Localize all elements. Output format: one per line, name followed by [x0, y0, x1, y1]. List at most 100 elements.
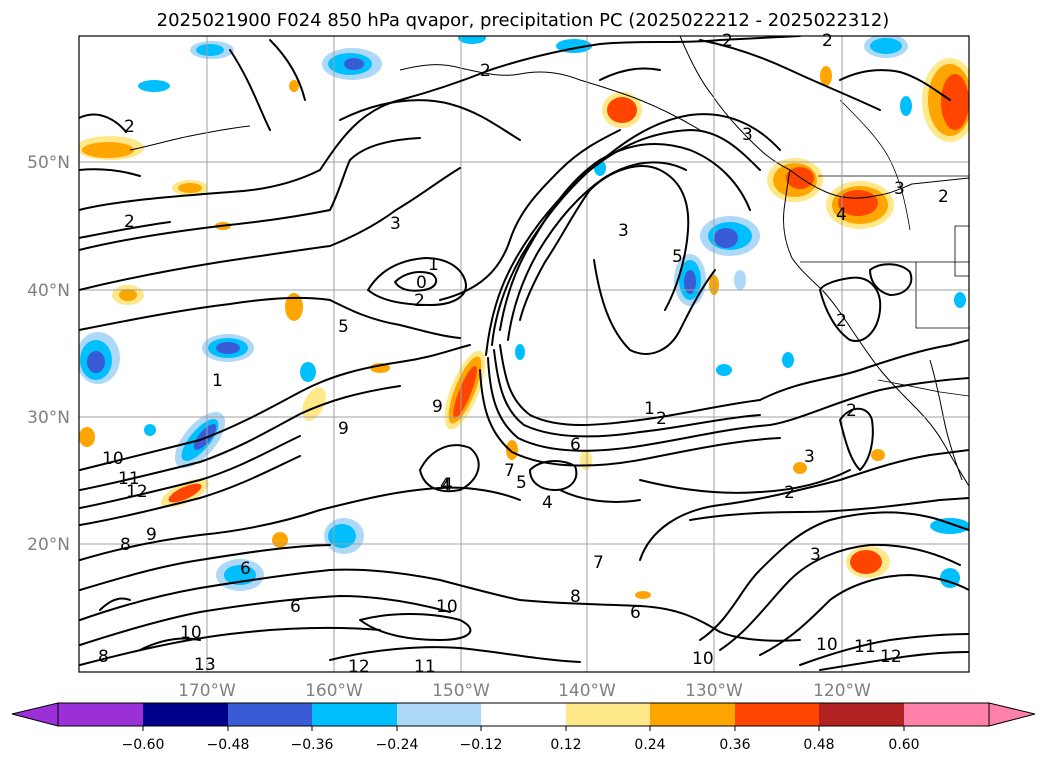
colorbar-segment — [228, 703, 312, 726]
contour-label: 4 — [542, 493, 553, 513]
contour-label: 2 — [822, 31, 833, 51]
contour-labels: 2 2 2 2 2 3 1 0 2 5 3 4 5 9 9 10 11 12 1… — [98, 31, 949, 677]
contour-label: 1 — [212, 371, 223, 391]
lon-tick-label: 130°W — [685, 681, 743, 701]
contour-label: 12 — [880, 647, 902, 667]
gridlines — [79, 36, 969, 672]
lon-tick-label: 170°W — [178, 681, 236, 701]
contour-label: 8 — [120, 535, 131, 555]
colorbar-tick-label: 0.60 — [888, 737, 919, 753]
lat-tick-label: 20°N — [27, 535, 70, 555]
contour-label: 1 — [644, 399, 655, 419]
contour-label: 4 — [836, 205, 847, 225]
contour-label: 3 — [804, 447, 815, 467]
contour-label: 3 — [742, 125, 753, 145]
lat-tick-label: 40°N — [27, 281, 70, 301]
lon-tick-label: 150°W — [432, 681, 490, 701]
contour-label: 4 — [440, 475, 451, 495]
colorbar-segment — [481, 703, 566, 726]
contour-label: 2 — [124, 117, 135, 137]
lon-tick-label: 140°W — [558, 681, 616, 701]
lat-tick-label: 30°N — [27, 408, 70, 428]
contour-label: 1 — [428, 255, 439, 275]
longitude-axis: 170°W 160°W 150°W 140°W 130°W 120°W — [178, 681, 871, 701]
contour-label: 8 — [98, 647, 109, 667]
colorbar-tick-label: −0.60 — [122, 737, 165, 753]
contour-label: 9 — [338, 419, 349, 439]
contour-label: 11 — [414, 657, 436, 677]
colorbar-segment — [397, 703, 481, 726]
colorbar-tick-label: −0.12 — [460, 737, 503, 753]
colorbar-min-extend — [11, 702, 59, 727]
contour-label: 10 — [816, 635, 838, 655]
contour-label: 2 — [656, 409, 667, 429]
contour-label: 2 — [414, 291, 425, 311]
latitude-axis: 50°N 40°N 30°N 20°N — [27, 153, 70, 555]
contour-label: 9 — [432, 397, 443, 417]
contour-label: 11 — [118, 469, 140, 489]
coastlines — [129, 36, 969, 487]
colorbar-segment — [58, 703, 143, 726]
contour-label: 2 — [846, 401, 857, 421]
contour-label: 10 — [180, 623, 202, 643]
contour-label: 3 — [894, 179, 905, 199]
contour-label: 8 — [570, 587, 581, 607]
contour-label: 0 — [416, 273, 427, 293]
lat-tick-label: 50°N — [27, 153, 70, 173]
colorbar-tick-label: −0.36 — [291, 737, 334, 753]
contour-label: 12 — [126, 482, 148, 502]
colorbar-max-extend — [988, 702, 1036, 727]
contour-label: 6 — [630, 603, 641, 623]
contour-label: 2 — [722, 31, 733, 51]
contour-label: 6 — [240, 559, 251, 579]
colorbar-segment — [735, 703, 819, 726]
colorbar-tick-label: 0.12 — [550, 737, 581, 753]
colorbar-ticks — [142, 726, 905, 731]
precip-positive-areas — [79, 58, 969, 599]
lon-tick-label: 120°W — [813, 681, 871, 701]
contour-label: 10 — [102, 449, 124, 469]
contour-label: 13 — [194, 655, 216, 675]
colorbar: −0.60 −0.48 −0.36 −0.24 −0.12 0.12 0.24 … — [11, 702, 1036, 753]
contour-label: 4 — [442, 475, 453, 495]
contour-label: 2 — [784, 483, 795, 503]
colorbar-tick-label: 0.36 — [719, 737, 750, 753]
colorbar-segment — [904, 703, 989, 726]
contour-label: 2 — [938, 187, 949, 207]
contour-label: 10 — [436, 597, 458, 617]
colorbar-frame — [57, 702, 990, 727]
contour-label: 7 — [504, 461, 515, 481]
qvapor-contours — [79, 36, 969, 671]
contour-label: 3 — [390, 214, 401, 234]
contour-label: 3 — [810, 545, 821, 565]
colorbar-segment — [312, 703, 397, 726]
colorbar-tick-labels: −0.60 −0.48 −0.36 −0.24 −0.12 0.12 0.24 … — [122, 737, 920, 753]
colorbar-tick-label: −0.24 — [376, 737, 419, 753]
contour-label: 2 — [124, 212, 135, 232]
contour-label: 5 — [516, 473, 527, 493]
contour-label: 10 — [692, 649, 714, 669]
colorbar-tick-label: 0.48 — [803, 737, 834, 753]
contour-label: 11 — [854, 637, 876, 657]
contour-label: 5 — [672, 247, 683, 267]
contour-label: 2 — [836, 311, 847, 331]
colorbar-tick-label: 0.24 — [634, 737, 665, 753]
contour-label: 7 — [593, 553, 604, 573]
contour-label: 9 — [146, 525, 157, 545]
colorbar-segment — [650, 703, 735, 726]
contour-label: 12 — [348, 657, 370, 677]
contour-label: 5 — [338, 317, 349, 337]
contour-label: 2 — [480, 61, 491, 81]
colorbar-segment — [143, 703, 228, 726]
colorbar-tick-label: −0.48 — [207, 737, 250, 753]
map-title: 2025021900 F024 850 hPa qvapor, precipit… — [157, 10, 890, 31]
contour-label: 6 — [570, 435, 581, 455]
map-panel: 2 2 2 2 2 3 1 0 2 5 3 4 5 9 9 10 11 12 1… — [78, 31, 970, 677]
contour-label: 6 — [290, 597, 301, 617]
colorbar-segment — [819, 703, 904, 726]
colorbar-segment — [566, 703, 650, 726]
lon-tick-label: 160°W — [305, 681, 363, 701]
contour-label: 3 — [618, 221, 629, 241]
map-frame — [78, 35, 970, 673]
